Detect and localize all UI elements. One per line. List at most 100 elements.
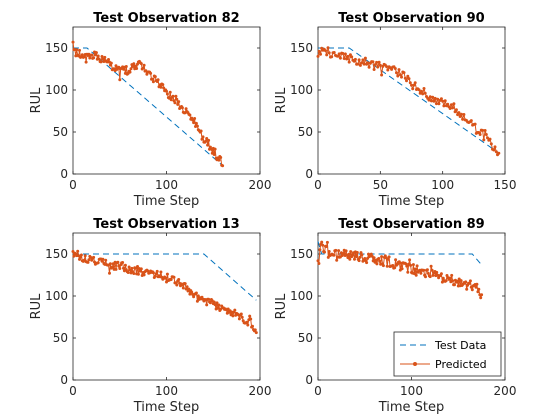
predicted-point bbox=[139, 62, 143, 66]
predicted-point bbox=[175, 283, 179, 287]
predicted-point bbox=[423, 91, 427, 95]
predicted-point bbox=[199, 129, 203, 133]
predicted-point bbox=[492, 148, 496, 152]
y-tick-label: 0 bbox=[60, 167, 68, 181]
x-tick-label: 0 bbox=[69, 178, 77, 192]
legend-pred-label: Predicted bbox=[435, 358, 487, 371]
predicted-point bbox=[428, 95, 432, 99]
predicted-point bbox=[217, 158, 221, 162]
y-tick-label: 0 bbox=[305, 373, 313, 387]
predicted-point bbox=[204, 139, 208, 143]
predicted-point bbox=[493, 145, 497, 149]
predicted-point bbox=[219, 156, 223, 159]
predicted-point bbox=[188, 292, 192, 296]
predicted-point bbox=[357, 259, 361, 263]
predicted-point bbox=[171, 94, 175, 98]
predicted-point bbox=[376, 65, 380, 69]
chart-title: Test Observation 82 bbox=[93, 11, 239, 26]
predicted-point bbox=[413, 267, 417, 271]
axes-box bbox=[72, 26, 261, 175]
predicted-point bbox=[176, 102, 180, 106]
x-axis-label: Time Step bbox=[133, 194, 200, 209]
predicted-point bbox=[356, 62, 360, 66]
predicted-point bbox=[205, 137, 209, 140]
predicted-point bbox=[88, 56, 92, 60]
predicted-point bbox=[80, 53, 84, 57]
predicted-point bbox=[75, 48, 79, 52]
predicted-point bbox=[429, 264, 433, 268]
x-tick-label: 100 bbox=[431, 178, 454, 192]
predicted-point bbox=[155, 269, 159, 273]
predicted-point bbox=[347, 60, 351, 64]
predicted-point bbox=[79, 253, 83, 257]
predicted-point bbox=[407, 77, 411, 81]
predicted-point bbox=[380, 255, 384, 259]
y-tick-label: 100 bbox=[290, 83, 313, 97]
x-axis-label: Time Step bbox=[378, 400, 445, 415]
predicted-point bbox=[332, 253, 336, 257]
predicted-point bbox=[130, 266, 134, 270]
predicted-point bbox=[335, 258, 339, 262]
predicted-point bbox=[253, 328, 257, 332]
predicted-point bbox=[181, 286, 185, 290]
predicted-point bbox=[387, 255, 391, 259]
predicted-point bbox=[149, 71, 153, 75]
predicted-point bbox=[400, 267, 404, 271]
predicted-point bbox=[494, 150, 498, 154]
predicted-point bbox=[478, 133, 482, 136]
predicted-point bbox=[213, 147, 217, 151]
predicted-point bbox=[136, 272, 140, 276]
predicted-point bbox=[326, 46, 330, 50]
predicted-point bbox=[159, 270, 163, 274]
predicted-point bbox=[453, 283, 456, 287]
predicted-point bbox=[172, 275, 176, 279]
predicted-point bbox=[442, 104, 446, 108]
predicted-point bbox=[341, 252, 345, 256]
predicted-point bbox=[96, 261, 100, 265]
predicted-point bbox=[185, 285, 189, 289]
predicted-point bbox=[317, 49, 321, 53]
predicted-point bbox=[321, 243, 325, 247]
legend-pred-marker bbox=[413, 362, 417, 366]
predicted-point bbox=[439, 97, 443, 101]
predicted-point bbox=[127, 265, 131, 269]
predicted-point bbox=[468, 279, 472, 283]
y-tick-label: 150 bbox=[45, 247, 68, 261]
predicted-point bbox=[194, 121, 198, 125]
predicted-point bbox=[348, 257, 352, 261]
legend-box bbox=[393, 331, 502, 377]
predicted-point bbox=[84, 60, 88, 64]
predicted-point bbox=[425, 268, 429, 272]
predicted-point bbox=[334, 248, 338, 252]
predicted-point bbox=[434, 102, 438, 106]
predicted-point bbox=[400, 75, 403, 79]
predicted-point bbox=[371, 60, 375, 64]
predicted-point bbox=[136, 265, 139, 268]
predicted-point bbox=[451, 279, 455, 283]
predicted-point bbox=[173, 101, 177, 105]
predicted-point bbox=[316, 54, 320, 58]
predicted-point bbox=[86, 260, 90, 264]
predicted-point bbox=[360, 253, 364, 257]
predicted-point bbox=[101, 257, 105, 261]
y-tick-label: 0 bbox=[305, 167, 313, 181]
predicted-point bbox=[332, 51, 336, 54]
predicted-point bbox=[240, 315, 244, 319]
predicted-point bbox=[459, 112, 463, 116]
predicted-point bbox=[184, 287, 188, 291]
predicted-point bbox=[183, 282, 187, 286]
predicted-point bbox=[121, 261, 125, 264]
predicted-point bbox=[151, 77, 154, 81]
predicted-point bbox=[141, 66, 145, 70]
y-tick-label: 50 bbox=[53, 331, 68, 345]
predicted-point bbox=[353, 57, 357, 61]
x-tick-label: 100 bbox=[400, 384, 423, 398]
x-tick-label: 100 bbox=[155, 384, 178, 398]
predicted-point bbox=[435, 270, 439, 274]
predicted-point bbox=[221, 164, 225, 168]
predicted-point bbox=[194, 291, 198, 295]
predicted-point bbox=[430, 268, 434, 272]
x-tick-label: 0 bbox=[69, 384, 77, 398]
predicted-point bbox=[449, 103, 453, 107]
x-tick-label: 200 bbox=[249, 384, 272, 398]
